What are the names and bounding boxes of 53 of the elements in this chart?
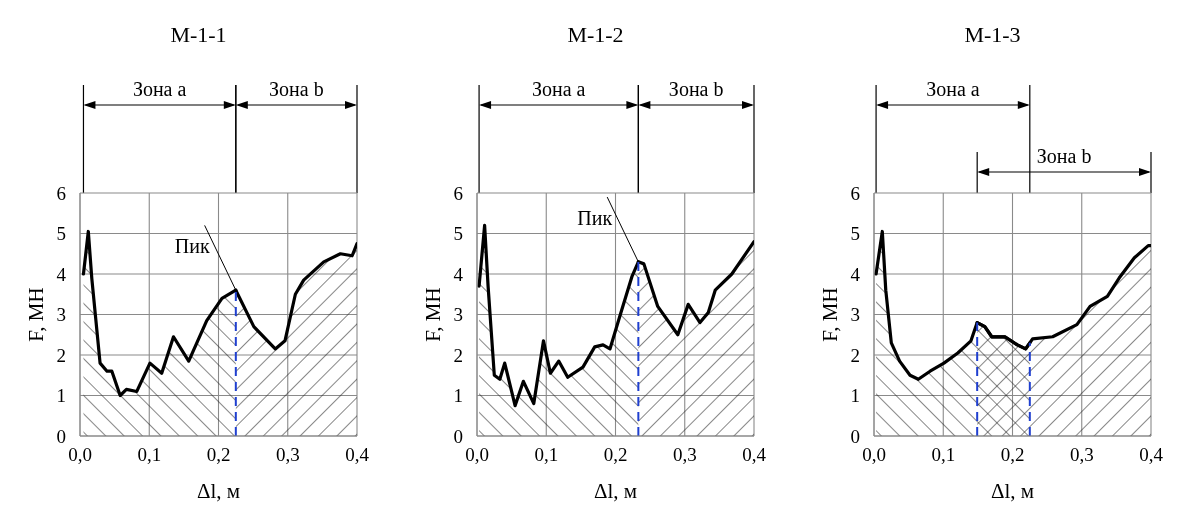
y-tick-label: 4 — [453, 263, 464, 285]
y-tick-label: 1 — [56, 385, 66, 407]
y-axis-title: F, МН — [818, 287, 843, 342]
y-tick-label: 0 — [850, 425, 860, 447]
text: Зона a — [132, 78, 187, 100]
y-tick-label: 3 — [453, 304, 463, 326]
text: Зона b — [1036, 145, 1092, 167]
x-tick-label: 0,0 — [68, 444, 92, 466]
y-tick-label: 5 — [56, 223, 66, 245]
y-tick-label: 0 — [453, 425, 463, 447]
x-tick-label: 0,3 — [672, 444, 697, 466]
y-tick-label: 4 — [56, 263, 67, 285]
y-tick-label: 2 — [56, 344, 66, 366]
x-tick-label: 0,0 — [465, 444, 489, 466]
annotation: Пик — [174, 234, 210, 257]
chart-title: М-1-3 — [963, 22, 1022, 48]
y-tick-label: 1 — [453, 385, 463, 407]
x-tick-label: 0,1 — [931, 444, 956, 466]
x-tick-label: 0,3 — [1069, 444, 1094, 466]
x-tick-label: 0,4 — [345, 444, 370, 466]
y-tick-label: 0 — [56, 425, 66, 447]
x-axis-title: Δl, м — [593, 479, 638, 503]
y-tick-label: 5 — [850, 223, 860, 245]
x-tick-label: 0,3 — [275, 444, 300, 466]
chart-title: М-1-2 — [566, 22, 625, 48]
text: Зона a — [531, 78, 586, 100]
x-tick-label: 0,1 — [137, 444, 162, 466]
x-tick-label: 0,2 — [1000, 444, 1025, 466]
text: Зона b — [668, 78, 724, 100]
y-tick-label: 3 — [850, 304, 860, 326]
x-axis-title: Δl, м — [196, 479, 241, 503]
y-axis-title: F, МН — [421, 287, 446, 342]
y-tick-label: 5 — [453, 223, 463, 245]
x-tick-label: 0,4 — [742, 444, 767, 466]
annotation: Пик — [577, 206, 613, 229]
y-tick-label: 2 — [453, 344, 463, 366]
y-tick-label: 4 — [850, 263, 861, 285]
x-tick-label: 0,2 — [603, 444, 628, 466]
y-tick-label: 6 — [56, 182, 66, 204]
y-tick-label: 1 — [850, 385, 860, 407]
text: Зона b — [269, 78, 324, 100]
x-tick-label: 0,4 — [1139, 444, 1164, 466]
y-tick-label: 3 — [56, 304, 66, 326]
y-axis-title: F, МН — [24, 287, 49, 342]
text: Зона a — [926, 78, 980, 100]
x-axis-title: Δl, м — [990, 479, 1035, 503]
x-tick-label: 0,2 — [206, 444, 231, 466]
y-tick-label: 6 — [453, 182, 463, 204]
x-tick-label: 0,0 — [862, 444, 886, 466]
chart-title: М-1-1 — [169, 22, 228, 48]
y-tick-label: 6 — [850, 182, 860, 204]
y-tick-label: 2 — [850, 344, 860, 366]
x-tick-label: 0,1 — [534, 444, 559, 466]
